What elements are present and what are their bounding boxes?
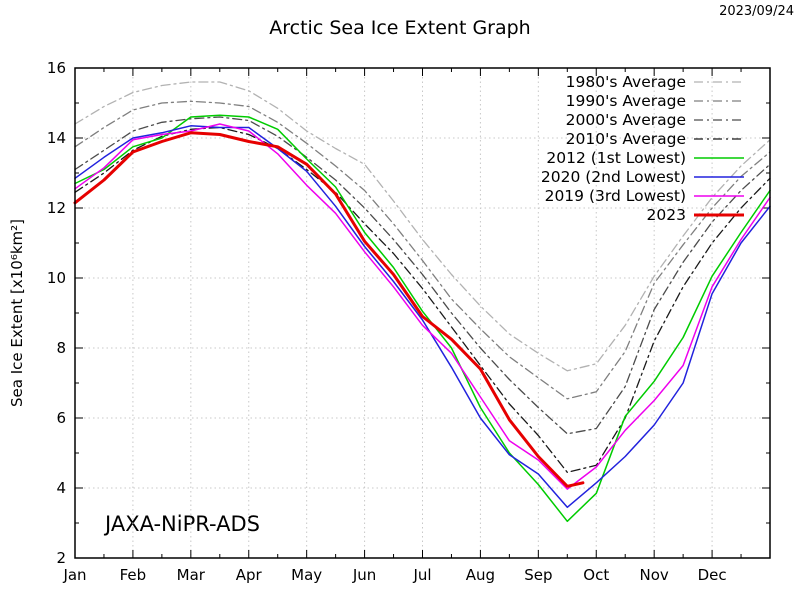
series-line-1990-s-average [74,100,771,400]
legend-label-3: 2010's Average [566,130,686,148]
legend-label-7: 2023 [647,206,686,224]
series-line-2019-3rd-lowest- [74,123,771,490]
legend-label-2: 2000's Average [566,111,686,129]
x-tick-label: Mar [177,566,206,584]
y-tick-label: 10 [47,269,66,287]
plot-border [74,67,771,559]
series-line-2000-s-average [74,116,771,435]
x-tick-label: Dec [698,566,727,584]
series-line-2010-s-average [74,126,771,473]
y-axis-label: Sea Ice Extent [x10⁶km²] [8,219,26,407]
x-tick-label: May [291,566,322,584]
legend-label-6: 2019 (3rd Lowest) [545,187,686,205]
date-label: 2023/09/24 [719,4,794,19]
series-line-2012-1st-lowest- [74,114,771,523]
series-line-2023 [73,131,585,488]
y-tick-label: 16 [47,59,66,77]
legend-label-5: 2020 (2nd Lowest) [541,168,686,186]
x-tick-label: Oct [583,566,609,584]
x-tick-label: Nov [640,566,669,584]
y-tick-label: 12 [47,199,66,217]
y-tick-label: 14 [47,129,66,147]
x-tick-label: Aug [466,566,495,584]
series-line-2020-2nd-lowest- [74,125,771,509]
legend-label-4: 2012 (1st Lowest) [546,149,686,167]
legend-label-1: 1990's Average [566,92,686,110]
x-tick-label: Jan [62,566,86,584]
y-tick-label: 2 [56,549,66,567]
legend-label-0: 1980's Average [566,73,686,91]
y-tick-label: 6 [56,409,66,427]
y-tick-label: 4 [56,479,66,497]
generated-plot-content: Jan Feb Mar Apr May Jun Jul Aug Sep Oct Nov Dec 2 4 6 8… [47,59,771,584]
x-tick-label: Jul [412,566,431,584]
x-tick-label: Jun [352,566,376,584]
chart-title: Arctic Sea Ice Extent Graph [269,17,531,39]
y-tick-label: 8 [56,339,66,357]
x-tick-label: Feb [120,566,147,584]
x-tick-label: Sep [524,566,552,584]
x-tick-label: Apr [236,566,263,584]
series-line-1980-s-average [74,81,771,372]
source-watermark: JAXA-NiPR-ADS [103,512,260,536]
